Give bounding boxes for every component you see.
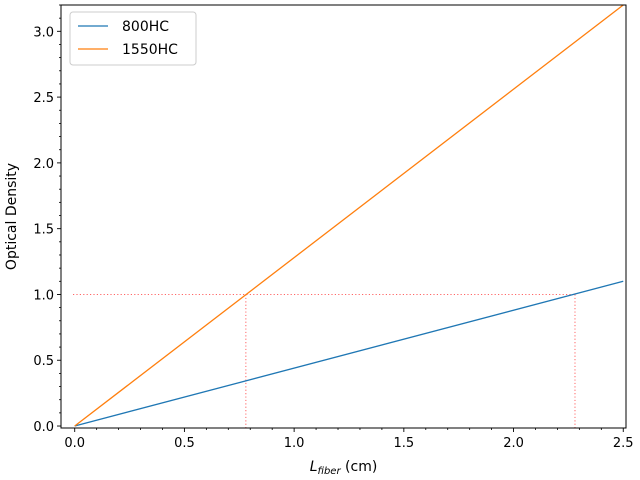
minor-ticks — [59, 4, 602, 430]
y-tick-label: 1.5 — [33, 223, 54, 238]
x-tick-labels: 0.0 0.5 1.0 1.5 2.0 2.5 — [64, 436, 633, 451]
x-axis-label: Lfiber (cm) — [310, 459, 378, 477]
x-tick-label: 0.0 — [64, 436, 85, 451]
x-tick-label: 1.5 — [393, 436, 414, 451]
y-tick-label: 0.0 — [33, 420, 54, 435]
major-ticks — [57, 30, 624, 432]
y-tick-labels: 0.0 0.5 1.0 1.5 2.0 2.5 3.0 — [33, 25, 54, 435]
x-tick-label: 1.0 — [284, 436, 305, 451]
y-tick-label: 3.0 — [33, 25, 54, 40]
legend-box — [69, 11, 197, 66]
x-tick-label: 2.5 — [613, 436, 634, 451]
legend-label: 1550HC — [122, 42, 178, 58]
series-line-1550HC — [74, 4, 624, 427]
x-tick-label: 2.0 — [503, 436, 524, 451]
series-line-800HC — [74, 280, 624, 427]
legend: 800HC 1550HC — [69, 11, 197, 66]
y-tick-label: 2.0 — [33, 157, 54, 172]
reference-lines — [73, 293, 576, 428]
plot-frame — [60, 4, 627, 429]
y-tick-label: 1.0 — [33, 288, 54, 303]
x-axis-label-main: L — [310, 459, 318, 475]
y-tick-label: 0.5 — [33, 354, 54, 369]
x-tick-label: 0.5 — [174, 436, 195, 451]
y-tick-label: 2.5 — [33, 91, 54, 106]
y-axis-label: Optical Density — [4, 163, 20, 270]
series-lines — [74, 4, 624, 427]
legend-label: 800HC — [122, 19, 169, 35]
x-axis-label-unit: (cm) — [341, 459, 378, 475]
x-axis-label-subscript: fiber — [318, 466, 342, 477]
